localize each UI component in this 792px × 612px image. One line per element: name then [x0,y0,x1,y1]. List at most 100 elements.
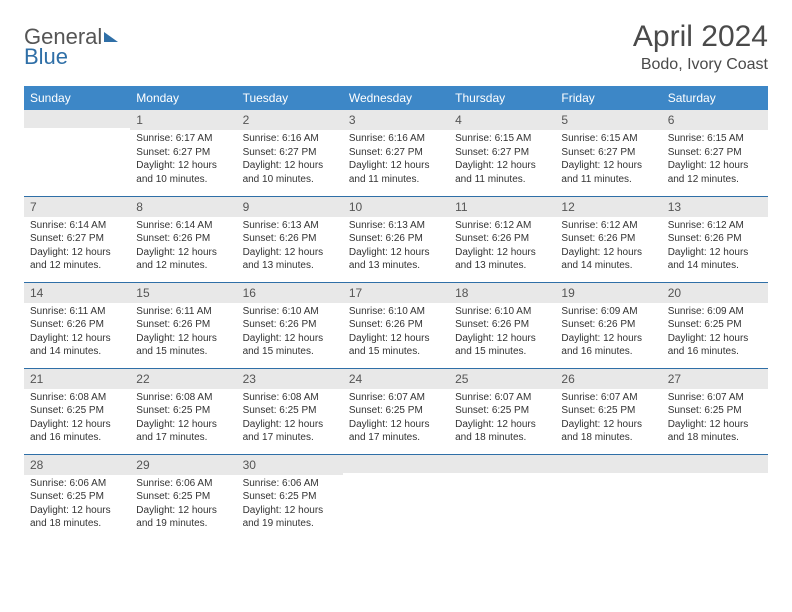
weekday-header: Wednesday [343,86,449,110]
day-details: Sunrise: 6:11 AMSunset: 6:26 PMDaylight:… [130,303,236,363]
calendar-week-row: 7Sunrise: 6:14 AMSunset: 6:27 PMDaylight… [24,196,768,282]
sunset-line: Sunset: 6:25 PM [243,404,337,418]
sunrise-line: Sunrise: 6:11 AM [136,305,230,319]
day-number: 17 [343,283,449,303]
day-details: Sunrise: 6:15 AMSunset: 6:27 PMDaylight:… [662,130,768,190]
day-number: 20 [662,283,768,303]
sunset-line: Sunset: 6:25 PM [243,490,337,504]
sunrise-line: Sunrise: 6:13 AM [349,219,443,233]
sunset-line: Sunset: 6:26 PM [561,318,655,332]
daylight-line: Daylight: 12 hours and 18 minutes. [561,418,655,445]
daylight-line: Daylight: 12 hours and 18 minutes. [668,418,762,445]
day-number: 8 [130,197,236,217]
daylight-line: Daylight: 12 hours and 15 minutes. [455,332,549,359]
day-details: Sunrise: 6:13 AMSunset: 6:26 PMDaylight:… [237,217,343,277]
sunset-line: Sunset: 6:26 PM [455,232,549,246]
day-number: 7 [24,197,130,217]
sunrise-line: Sunrise: 6:07 AM [668,391,762,405]
daylight-line: Daylight: 12 hours and 15 minutes. [243,332,337,359]
brand-triangle-icon [104,32,118,42]
day-number: 10 [343,197,449,217]
calendar-empty-cell [24,110,130,196]
sunrise-line: Sunrise: 6:10 AM [455,305,549,319]
calendar-week-row: 14Sunrise: 6:11 AMSunset: 6:26 PMDayligh… [24,282,768,368]
calendar-day-cell: 1Sunrise: 6:17 AMSunset: 6:27 PMDaylight… [130,110,236,196]
calendar-day-cell: 22Sunrise: 6:08 AMSunset: 6:25 PMDayligh… [130,368,236,454]
sunrise-line: Sunrise: 6:06 AM [30,477,124,491]
sunrise-line: Sunrise: 6:06 AM [243,477,337,491]
calendar-body: 1Sunrise: 6:17 AMSunset: 6:27 PMDaylight… [24,110,768,540]
day-number: 5 [555,110,661,130]
sunrise-line: Sunrise: 6:15 AM [455,132,549,146]
day-number: 21 [24,369,130,389]
sunrise-line: Sunrise: 6:11 AM [30,305,124,319]
daylight-line: Daylight: 12 hours and 11 minutes. [349,159,443,186]
calendar-day-cell: 2Sunrise: 6:16 AMSunset: 6:27 PMDaylight… [237,110,343,196]
daylight-line: Daylight: 12 hours and 12 minutes. [668,159,762,186]
day-number: 3 [343,110,449,130]
daylight-line: Daylight: 12 hours and 14 minutes. [668,246,762,273]
weekday-header: Saturday [662,86,768,110]
sunset-line: Sunset: 6:26 PM [349,318,443,332]
brand-part2: Blue [24,44,68,70]
calendar-day-cell: 7Sunrise: 6:14 AMSunset: 6:27 PMDaylight… [24,196,130,282]
sunrise-line: Sunrise: 6:10 AM [243,305,337,319]
calendar-day-cell: 28Sunrise: 6:06 AMSunset: 6:25 PMDayligh… [24,454,130,540]
calendar-day-cell: 9Sunrise: 6:13 AMSunset: 6:26 PMDaylight… [237,196,343,282]
day-details: Sunrise: 6:07 AMSunset: 6:25 PMDaylight:… [449,389,555,449]
daylight-line: Daylight: 12 hours and 16 minutes. [30,418,124,445]
day-number: 23 [237,369,343,389]
calendar-day-cell: 30 Sunrise: 6:06 AMSunset: 6:25 PMDayligh… [237,454,343,540]
sunset-line: Sunset: 6:27 PM [561,146,655,160]
day-details: Sunrise: 6:06 AMSunset: 6:25 PMDaylight:… [130,475,236,535]
day-details: Sunrise: 6:08 AMSunset: 6:25 PMDaylight:… [237,389,343,449]
calendar-day-cell: 23Sunrise: 6:08 AMSunset: 6:25 PMDayligh… [237,368,343,454]
location-label: Bodo, Ivory Coast [633,56,768,74]
daylight-line: Daylight: 12 hours and 13 minutes. [349,246,443,273]
sunset-line: Sunset: 6:27 PM [30,232,124,246]
day-details: Sunrise: 6:16 AMSunset: 6:27 PMDaylight:… [343,130,449,190]
calendar-day-cell: 16Sunrise: 6:10 AMSunset: 6:26 PMDayligh… [237,282,343,368]
sunrise-line: Sunrise: 6:17 AM [136,132,230,146]
calendar-day-cell: 20Sunrise: 6:09 AMSunset: 6:25 PMDayligh… [662,282,768,368]
daylight-line: Daylight: 12 hours and 17 minutes. [349,418,443,445]
sunrise-line: Sunrise: 6:13 AM [243,219,337,233]
daylight-line: Daylight: 12 hours and 10 minutes. [136,159,230,186]
sunrise-line: Sunrise: 6:16 AM [243,132,337,146]
calendar-day-cell: 19Sunrise: 6:09 AMSunset: 6:26 PMDayligh… [555,282,661,368]
page-header: General April 2024 Bodo, Ivory Coast [24,20,768,74]
daylight-line: Daylight: 12 hours and 15 minutes. [349,332,443,359]
sunrise-line: Sunrise: 6:16 AM [349,132,443,146]
calendar-day-cell: 27Sunrise: 6:07 AMSunset: 6:25 PMDayligh… [662,368,768,454]
day-details: Sunrise: 6:08 AMSunset: 6:25 PMDaylight:… [130,389,236,449]
day-number: 18 [449,283,555,303]
sunset-line: Sunset: 6:25 PM [136,404,230,418]
day-details: Sunrise: 6:15 AMSunset: 6:27 PMDaylight:… [555,130,661,190]
sunrise-line: Sunrise: 6:12 AM [668,219,762,233]
day-details: Sunrise: 6:06 AMSunset: 6:25 PMDaylight:… [24,475,130,535]
weekday-header: Tuesday [237,86,343,110]
calendar-empty-cell [555,454,661,540]
calendar-empty-cell [343,454,449,540]
daylight-line: Daylight: 12 hours and 19 minutes. [243,504,337,531]
sunset-line: Sunset: 6:25 PM [668,404,762,418]
day-details: Sunrise: 6:12 AMSunset: 6:26 PMDaylight:… [449,217,555,277]
calendar-day-cell: 4Sunrise: 6:15 AMSunset: 6:27 PMDaylight… [449,110,555,196]
sunset-line: Sunset: 6:25 PM [136,490,230,504]
sunset-line: Sunset: 6:27 PM [455,146,549,160]
calendar-day-cell: 14Sunrise: 6:11 AMSunset: 6:26 PMDayligh… [24,282,130,368]
daylight-line: Daylight: 12 hours and 17 minutes. [243,418,337,445]
day-details: Sunrise: 6:16 AMSunset: 6:27 PMDaylight:… [237,130,343,190]
day-number: 29 [130,455,236,475]
sunset-line: Sunset: 6:25 PM [561,404,655,418]
day-details: Sunrise: 6:17 AMSunset: 6:27 PMDaylight:… [130,130,236,190]
calendar-day-cell: 18 Sunrise: 6:10 AMSunset: 6:26 PMDayligh… [449,282,555,368]
day-details: Sunrise: 6:14 AMSunset: 6:26 PMDaylight:… [130,217,236,277]
calendar-day-cell: 13Sunrise: 6:12 AMSunset: 6:26 PMDayligh… [662,196,768,282]
day-number: 30 [237,455,343,475]
sunset-line: Sunset: 6:25 PM [349,404,443,418]
sunrise-line: Sunrise: 6:10 AM [349,305,443,319]
sunset-line: Sunset: 6:26 PM [455,318,549,332]
sunset-line: Sunset: 6:26 PM [561,232,655,246]
calendar-day-cell: 5Sunrise: 6:15 AMSunset: 6:27 PMDaylight… [555,110,661,196]
